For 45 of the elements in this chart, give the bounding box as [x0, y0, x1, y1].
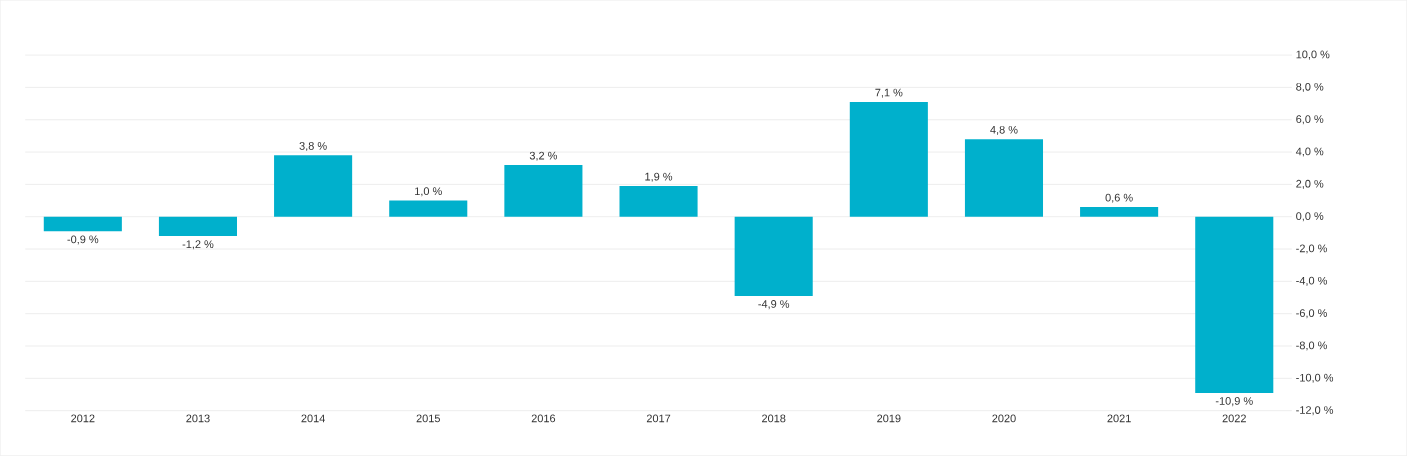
y-tick-label: 10,0 %: [1296, 50, 1330, 60]
y-tick-label: -4,0 %: [1296, 276, 1327, 286]
y-tick-label: 6,0 %: [1296, 115, 1324, 125]
y-tick-label: -6,0 %: [1296, 309, 1327, 319]
bar: [158, 216, 237, 237]
bar: [43, 216, 122, 232]
bar: [734, 216, 813, 296]
data-label: 4,8 %: [990, 125, 1018, 135]
bar: [504, 165, 583, 217]
data-label: 3,8 %: [299, 142, 327, 152]
data-label: 3,2 %: [529, 151, 558, 161]
data-label: -4,9 %: [758, 300, 790, 310]
x-tick-label: 2014: [301, 414, 325, 423]
bar: [274, 155, 353, 217]
data-label: 0,6 %: [1105, 193, 1133, 203]
x-tick-label: 2018: [762, 414, 786, 423]
y-tick-label: 0,0 %: [1296, 212, 1324, 222]
bar: [1080, 207, 1159, 217]
y-tick-label: -2,0 %: [1296, 244, 1327, 254]
bar: [849, 102, 928, 217]
x-tick-label: 2013: [186, 414, 210, 423]
data-label: 7,1 %: [875, 88, 903, 98]
data-label: -10,9 %: [1215, 397, 1253, 407]
x-tick-label: 2017: [646, 414, 671, 423]
bar: [619, 186, 698, 217]
x-tick-label: 2021: [1107, 414, 1131, 423]
y-tick-label: -8,0 %: [1296, 341, 1327, 351]
y-tick-label: -10,0 %: [1296, 373, 1334, 383]
y-tick-label: 2,0 %: [1296, 179, 1324, 189]
data-label: 1,9 %: [645, 172, 673, 182]
x-tick-label: 2019: [877, 414, 901, 423]
x-tick-label: 2020: [992, 414, 1016, 423]
x-tick-label: 2016: [531, 414, 556, 423]
data-label: -0,9 %: [67, 235, 99, 245]
data-label: 1,0 %: [415, 187, 442, 197]
x-tick-label: 2015: [416, 414, 440, 423]
bar: [964, 139, 1044, 217]
x-tick-label: 2022: [1222, 414, 1246, 423]
x-tick-label: 2012: [71, 414, 95, 423]
y-tick-label: -12,0 %: [1296, 406, 1334, 416]
bar: [389, 200, 468, 217]
bar: [1195, 216, 1274, 393]
y-tick-label: 8,0 %: [1296, 82, 1324, 92]
y-tick-label: 4,0 %: [1295, 147, 1324, 157]
data-label: -1,2 %: [182, 240, 214, 250]
